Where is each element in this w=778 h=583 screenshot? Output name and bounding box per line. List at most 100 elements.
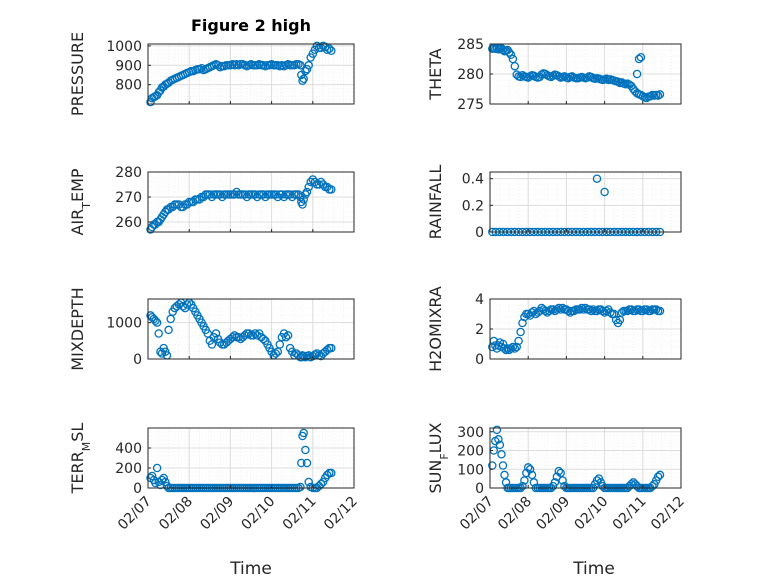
data-point	[296, 482, 305, 492]
data-point	[556, 305, 565, 314]
data-point	[228, 332, 237, 342]
data-point	[529, 478, 539, 487]
x-axis-label-right: Time	[572, 559, 615, 579]
data-point	[230, 190, 239, 199]
y-tick-label: 275	[457, 97, 484, 113]
data-point	[498, 461, 508, 470]
y-axis-label: MIXDEPTH	[68, 287, 87, 370]
y-tick-label: 200	[115, 461, 142, 477]
data-point	[327, 468, 336, 478]
data-point	[577, 303, 586, 313]
data-point	[203, 329, 212, 338]
data-point	[525, 72, 535, 81]
data-point	[494, 435, 503, 444]
data-point	[154, 329, 163, 338]
y-tick-label: 300	[457, 425, 484, 441]
data-point	[215, 190, 225, 199]
y-tick-label: 100	[457, 462, 484, 478]
data-point	[527, 308, 537, 317]
data-point	[567, 72, 577, 81]
y-tick-label: 0.2	[462, 198, 484, 214]
data-point	[197, 63, 206, 73]
data-point	[322, 470, 332, 480]
axes-box	[147, 43, 355, 105]
data-point	[518, 481, 527, 491]
y-tick-label: 0.4	[462, 172, 484, 188]
subplot-mixdepth: 0 1000 MIXDEPTH	[68, 287, 355, 371]
data-point	[512, 342, 521, 352]
data-point	[520, 476, 529, 485]
data-point	[174, 300, 184, 309]
data-point	[299, 428, 308, 438]
data-point	[304, 477, 313, 487]
data-point	[510, 61, 520, 71]
data-point	[592, 174, 602, 183]
data-point	[230, 331, 239, 340]
data-point	[327, 343, 336, 353]
data-point	[636, 52, 646, 62]
data-point	[213, 61, 223, 70]
y-tick-label: 0	[475, 352, 484, 368]
data-point	[548, 71, 558, 81]
data-point	[240, 190, 250, 199]
subplot-theta: 275 280 285 THETA	[426, 37, 682, 113]
y-tick-label: 400	[115, 441, 142, 457]
data-point	[508, 342, 518, 352]
data-point	[215, 338, 225, 347]
y-tick-label: 260	[115, 215, 142, 231]
data-point	[529, 71, 539, 81]
data-point	[304, 182, 313, 192]
subplot-pressure: 800 900 1000 PRESSURE	[68, 32, 355, 116]
data-point	[518, 318, 527, 328]
data-point	[506, 344, 516, 353]
data-point	[554, 466, 564, 476]
data-point	[492, 425, 502, 435]
y-axis-label: SUNFLUX	[426, 422, 451, 493]
data-point	[541, 306, 550, 316]
axes-box	[489, 171, 682, 233]
data-point	[244, 329, 254, 338]
data-point	[302, 458, 312, 468]
data-point	[211, 329, 221, 338]
data-point	[514, 336, 523, 346]
data-point	[602, 74, 611, 84]
data-point	[523, 463, 533, 472]
data-point	[497, 450, 506, 459]
data-point	[297, 458, 306, 468]
data-point	[550, 478, 560, 487]
y-tick-label: 270	[115, 190, 142, 206]
data-point	[495, 440, 505, 450]
data-point	[250, 329, 260, 338]
y-tick-label: 800	[115, 78, 142, 94]
data-point	[164, 325, 173, 335]
y-axis-label: RAINFALL	[426, 165, 445, 240]
data-point	[653, 472, 663, 482]
y-tick-label: 0	[475, 225, 484, 241]
data-point	[304, 61, 313, 70]
data-point	[277, 190, 287, 199]
figure-title: Figure 2 high	[191, 16, 311, 35]
data-point	[585, 305, 594, 314]
data-point	[598, 306, 607, 316]
data-point	[318, 477, 328, 487]
data-point	[178, 302, 188, 311]
subplot-air-temp: 260 270 280 AIRTEMP	[68, 165, 355, 236]
subplot-h2omixra: 0 2 4 H2OMIXRA	[426, 286, 682, 372]
y-axis-label: TERRMSL	[68, 423, 93, 495]
data-point	[600, 187, 609, 197]
data-point	[299, 195, 308, 204]
data-point	[653, 91, 663, 100]
data-point	[240, 331, 250, 340]
data-point	[648, 481, 657, 491]
data-point	[516, 327, 525, 337]
y-tick-label: 280	[115, 165, 142, 181]
subplot-rainfall: 0 0.2 0.4 RAINFALL	[426, 165, 682, 241]
data-point	[308, 175, 318, 184]
data-point	[556, 468, 565, 478]
data-point	[510, 344, 520, 353]
data-point	[298, 200, 307, 209]
data-point	[182, 300, 192, 309]
data-point	[613, 77, 623, 87]
data-point	[651, 305, 661, 314]
y-tick-label: 4	[475, 292, 484, 308]
